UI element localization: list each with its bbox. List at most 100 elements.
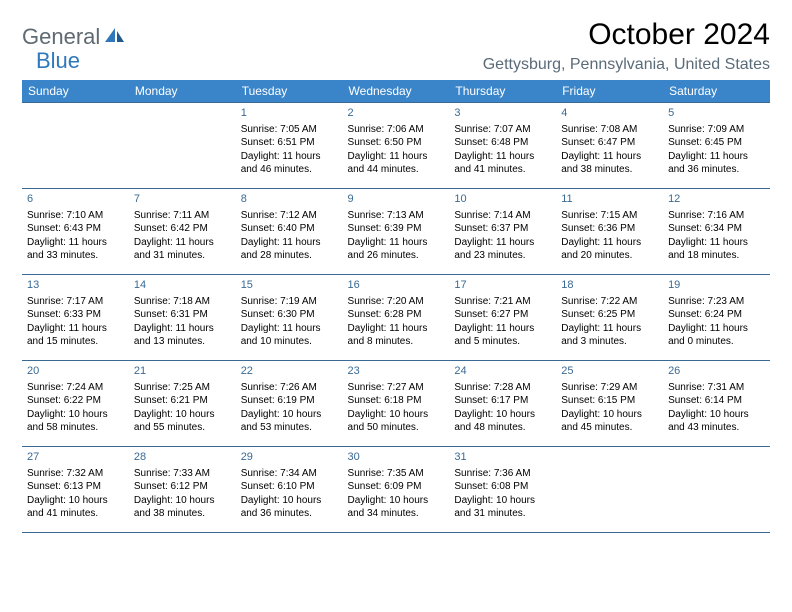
day-number: 22	[241, 364, 338, 379]
daylight2-line: and 8 minutes.	[348, 335, 445, 349]
calendar-cell: 2Sunrise: 7:06 AMSunset: 6:50 PMDaylight…	[343, 103, 450, 189]
calendar-cell	[556, 447, 663, 533]
sunset-line: Sunset: 6:50 PM	[348, 136, 445, 150]
sunset-line: Sunset: 6:45 PM	[668, 136, 765, 150]
sunrise-line: Sunrise: 7:06 AM	[348, 123, 445, 137]
header: General October 2024 Gettysburg, Pennsyl…	[22, 18, 770, 74]
sunrise-line: Sunrise: 7:09 AM	[668, 123, 765, 137]
sunrise-line: Sunrise: 7:14 AM	[454, 209, 551, 223]
day-number: 30	[348, 450, 445, 465]
daylight2-line: and 34 minutes.	[348, 507, 445, 521]
sunrise-line: Sunrise: 7:19 AM	[241, 295, 338, 309]
daylight1-line: Daylight: 10 hours	[561, 408, 658, 422]
daylight2-line: and 20 minutes.	[561, 249, 658, 263]
sunrise-line: Sunrise: 7:27 AM	[348, 381, 445, 395]
sunrise-line: Sunrise: 7:24 AM	[27, 381, 124, 395]
sunset-line: Sunset: 6:14 PM	[668, 394, 765, 408]
sunrise-line: Sunrise: 7:21 AM	[454, 295, 551, 309]
sunset-line: Sunset: 6:27 PM	[454, 308, 551, 322]
calendar-table: SundayMondayTuesdayWednesdayThursdayFrid…	[22, 80, 770, 533]
sunset-line: Sunset: 6:36 PM	[561, 222, 658, 236]
sunset-line: Sunset: 6:21 PM	[134, 394, 231, 408]
calendar-cell: 26 Sunrise: 7:31 AMSunset: 6:14 PMDayligh…	[663, 361, 770, 447]
title-block: October 2024 Gettysburg, Pennsylvania, U…	[483, 18, 770, 74]
daylight1-line: Daylight: 11 hours	[348, 150, 445, 164]
calendar-cell: 7Sunrise: 7:11 AMSunset: 6:42 PMDaylight…	[129, 189, 236, 275]
sunrise-line: Sunrise: 7:12 AM	[241, 209, 338, 223]
day-number: 5	[668, 106, 765, 121]
sunset-line: Sunset: 6:43 PM	[27, 222, 124, 236]
daylight2-line: and 31 minutes.	[454, 507, 551, 521]
daylight1-line: Daylight: 11 hours	[668, 322, 765, 336]
daylight1-line: Daylight: 11 hours	[454, 236, 551, 250]
day-number: 1	[241, 106, 338, 121]
day-number: 11	[561, 192, 658, 207]
sunset-line: Sunset: 6:33 PM	[27, 308, 124, 322]
daylight2-line: and 38 minutes.	[561, 163, 658, 177]
daylight2-line: and 45 minutes.	[561, 421, 658, 435]
calendar-cell: 1 Sunrise: 7:05 AMSunset: 6:51 PMDaylight…	[236, 103, 343, 189]
sunset-line: Sunset: 6:10 PM	[241, 480, 338, 494]
daylight1-line: Daylight: 11 hours	[561, 322, 658, 336]
day-number: 16	[348, 278, 445, 293]
daylight1-line: Daylight: 10 hours	[454, 494, 551, 508]
daylight1-line: Daylight: 10 hours	[27, 408, 124, 422]
daylight2-line: and 10 minutes.	[241, 335, 338, 349]
calendar-cell: 13Sunrise: 7:17 AMSunset: 6:33 PMDayligh…	[22, 275, 129, 361]
sunrise-line: Sunrise: 7:11 AM	[134, 209, 231, 223]
sunrise-line: Sunrise: 7:08 AM	[561, 123, 658, 137]
logo-sail-icon	[104, 26, 126, 49]
daylight2-line: and 33 minutes.	[27, 249, 124, 263]
daylight2-line: and 5 minutes.	[454, 335, 551, 349]
sunrise-line: Sunrise: 7:31 AM	[668, 381, 765, 395]
calendar-cell: 16Sunrise: 7:20 AMSunset: 6:28 PMDayligh…	[343, 275, 450, 361]
daylight2-line: and 41 minutes.	[454, 163, 551, 177]
daylight1-line: Daylight: 11 hours	[348, 236, 445, 250]
calendar-cell: 6Sunrise: 7:10 AMSunset: 6:43 PMDaylight…	[22, 189, 129, 275]
calendar-cell	[22, 103, 129, 189]
daylight1-line: Daylight: 11 hours	[561, 150, 658, 164]
day-header: Tuesday	[236, 80, 343, 103]
daylight1-line: Daylight: 10 hours	[668, 408, 765, 422]
sunset-line: Sunset: 6:08 PM	[454, 480, 551, 494]
daylight2-line: and 28 minutes.	[241, 249, 338, 263]
day-number: 23	[348, 364, 445, 379]
day-header: Thursday	[449, 80, 556, 103]
day-number: 26	[668, 364, 765, 379]
sunset-line: Sunset: 6:51 PM	[241, 136, 338, 150]
calendar-cell: 21Sunrise: 7:25 AMSunset: 6:21 PMDayligh…	[129, 361, 236, 447]
day-header: Monday	[129, 80, 236, 103]
day-number: 21	[134, 364, 231, 379]
sunset-line: Sunset: 6:22 PM	[27, 394, 124, 408]
daylight2-line: and 58 minutes.	[27, 421, 124, 435]
day-number: 4	[561, 106, 658, 121]
daylight1-line: Daylight: 11 hours	[27, 236, 124, 250]
day-number: 14	[134, 278, 231, 293]
sunrise-line: Sunrise: 7:05 AM	[241, 123, 338, 137]
calendar-cell: 22Sunrise: 7:26 AMSunset: 6:19 PMDayligh…	[236, 361, 343, 447]
sunrise-line: Sunrise: 7:35 AM	[348, 467, 445, 481]
daylight1-line: Daylight: 11 hours	[241, 150, 338, 164]
daylight2-line: and 55 minutes.	[134, 421, 231, 435]
calendar-cell: 25Sunrise: 7:29 AMSunset: 6:15 PMDayligh…	[556, 361, 663, 447]
sunset-line: Sunset: 6:42 PM	[134, 222, 231, 236]
sunset-line: Sunset: 6:30 PM	[241, 308, 338, 322]
sunset-line: Sunset: 6:40 PM	[241, 222, 338, 236]
sunrise-line: Sunrise: 7:33 AM	[134, 467, 231, 481]
daylight2-line: and 3 minutes.	[561, 335, 658, 349]
calendar-cell: 12Sunrise: 7:16 AMSunset: 6:34 PMDayligh…	[663, 189, 770, 275]
location: Gettysburg, Pennsylvania, United States	[483, 56, 770, 74]
daylight2-line: and 15 minutes.	[27, 335, 124, 349]
calendar-cell: 24Sunrise: 7:28 AMSunset: 6:17 PMDayligh…	[449, 361, 556, 447]
sunset-line: Sunset: 6:18 PM	[348, 394, 445, 408]
day-number: 6	[27, 192, 124, 207]
day-number: 28	[134, 450, 231, 465]
calendar-cell: 8Sunrise: 7:12 AMSunset: 6:40 PMDaylight…	[236, 189, 343, 275]
day-number: 9	[348, 192, 445, 207]
day-header: Saturday	[663, 80, 770, 103]
sunrise-line: Sunrise: 7:25 AM	[134, 381, 231, 395]
calendar-cell: 28Sunrise: 7:33 AMSunset: 6:12 PMDayligh…	[129, 447, 236, 533]
daylight1-line: Daylight: 10 hours	[241, 494, 338, 508]
calendar-header-row: SundayMondayTuesdayWednesdayThursdayFrid…	[22, 80, 770, 103]
daylight1-line: Daylight: 10 hours	[348, 408, 445, 422]
